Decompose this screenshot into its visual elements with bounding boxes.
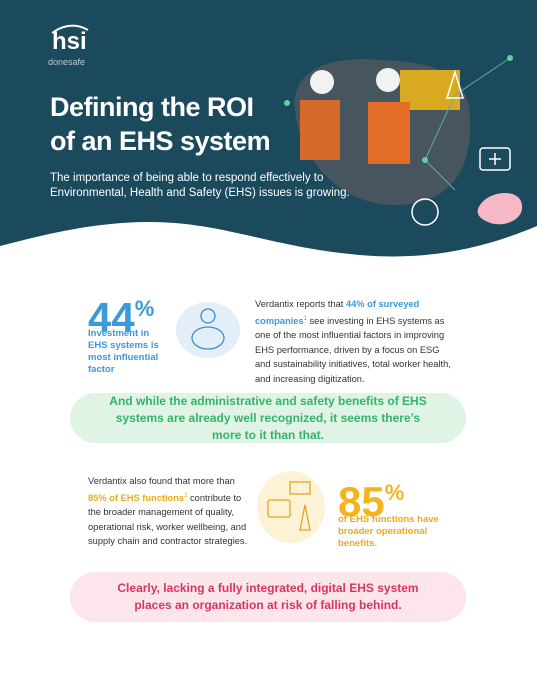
- callout: And while the administrative and safety …: [70, 393, 466, 443]
- stat-text: Verdantix reports that 44% of surveyed c…: [255, 297, 455, 386]
- stat-unit: %: [134, 296, 155, 321]
- worker-vest: [368, 102, 410, 164]
- dot: [507, 55, 513, 61]
- piggy-circle: [176, 302, 240, 358]
- stat-unit: %: [384, 480, 405, 505]
- stat-value: 85: [338, 478, 385, 525]
- footnote: 2: [184, 492, 188, 499]
- stat-label: of EHS functions have broader operationa…: [338, 514, 439, 549]
- callout: Clearly, lacking a fully integrated, dig…: [70, 572, 466, 622]
- piggy-icon: [191, 326, 225, 350]
- globe-icon: [411, 198, 439, 226]
- cone-icon: [299, 504, 311, 531]
- text: see investing in EHS systems as one of t…: [255, 315, 451, 384]
- logo-sub: donesafe: [48, 57, 86, 67]
- pink-blob: [477, 192, 523, 225]
- firstaid-cross: [489, 153, 501, 165]
- subtitle: Environmental, Health and Safety (EHS) i…: [50, 187, 350, 199]
- stat-number: 44%: [88, 288, 154, 339]
- title: Defining the ROI: [50, 92, 254, 122]
- dot: [422, 157, 428, 163]
- stat-text: Verdantix also found that more than 85% …: [88, 474, 253, 549]
- highlight: 44% of surveyed companies: [255, 299, 420, 326]
- worker-vest: [300, 100, 340, 160]
- text: Verdantix reports that: [255, 299, 344, 309]
- kit-icon: [267, 499, 291, 518]
- footnote: 1: [303, 315, 307, 322]
- logo: hsi: [52, 28, 87, 55]
- text: Verdantix also found that more than: [88, 476, 235, 486]
- highlight: 85% of EHS functions: [88, 492, 185, 503]
- subtitle: The importance of being able to respond …: [50, 172, 324, 184]
- connector-line: [424, 57, 511, 191]
- stat-value: 44: [88, 294, 135, 341]
- stat-number: 85%: [338, 472, 404, 523]
- title: of an EHS system: [50, 126, 271, 156]
- coin-icon: [200, 308, 216, 324]
- firstaid-icon: [479, 147, 511, 171]
- text: contribute to the broader management of …: [88, 492, 248, 547]
- stat-label: Investment in EHS systems is most influe…: [88, 328, 159, 375]
- worker-helmet: [310, 70, 334, 94]
- cone-icon: [445, 69, 465, 99]
- worker-helmet: [376, 68, 400, 92]
- logo-swoosh: [51, 24, 89, 34]
- dot: [284, 100, 290, 106]
- truck-icon: [289, 481, 311, 495]
- tools-circle: [257, 471, 325, 543]
